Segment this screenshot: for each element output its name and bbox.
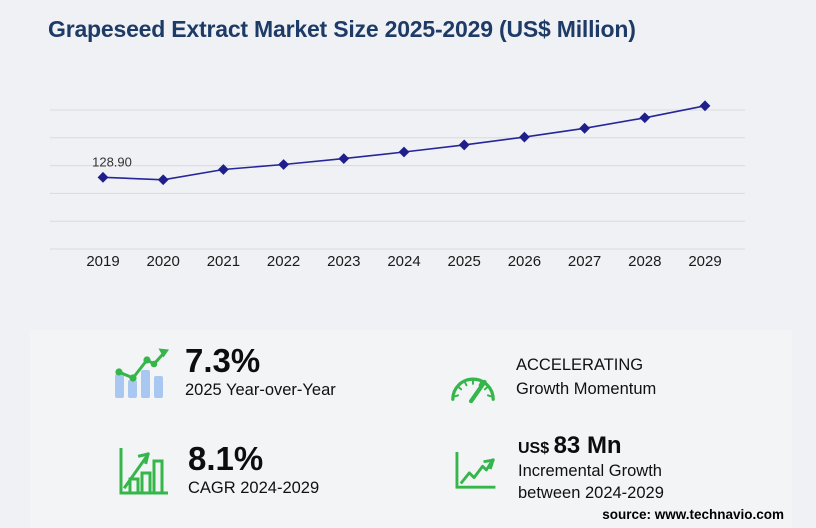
incremental-line2: between 2024-2029 <box>518 484 664 503</box>
momentum-line1: ACCELERATING <box>516 356 644 374</box>
incremental-value: 83 Mn <box>553 432 622 459</box>
yoy-value: 7.3% <box>185 342 261 379</box>
svg-text:128.90: 128.90 <box>92 154 132 169</box>
incremental-growth-icon <box>454 432 518 495</box>
svg-text:2023: 2023 <box>327 253 360 270</box>
cagr-value: 8.1% <box>188 440 264 477</box>
stat-cagr: 8.1% CAGR 2024-2029 <box>118 440 320 501</box>
source-attribution: source: www.technavio.com <box>602 507 784 522</box>
svg-text:2025: 2025 <box>448 253 481 270</box>
incremental-currency: US$ <box>518 440 550 457</box>
svg-text:2028: 2028 <box>628 253 661 270</box>
svg-text:2022: 2022 <box>267 253 300 270</box>
cagr-label: CAGR 2024-2029 <box>188 478 320 497</box>
svg-text:2029: 2029 <box>688 253 721 270</box>
svg-text:2021: 2021 <box>207 253 240 270</box>
svg-text:2024: 2024 <box>387 253 420 270</box>
svg-text:2020: 2020 <box>147 253 180 270</box>
svg-text:2026: 2026 <box>508 253 541 270</box>
stat-yoy: 7.3% 2025 Year-over-Year <box>112 342 336 405</box>
speedometer-icon <box>448 354 516 409</box>
market-size-line-chart: 128.90 2019 2020 2021 2022 2023 2024 2025 2026 20… <box>50 100 745 270</box>
svg-text:2019: 2019 <box>86 253 119 270</box>
incremental-value-line: US$ 83 Mn <box>518 432 664 460</box>
page-title: Grapeseed Extract Market Size 2025-2029 … <box>48 16 636 42</box>
momentum-line2: Growth Momentum <box>516 379 657 398</box>
stats-panel: 7.3% 2025 Year-over-Year <box>30 330 792 528</box>
cagr-chart-icon <box>118 442 188 501</box>
stat-momentum: ACCELERATING Growth Momentum <box>448 354 656 409</box>
svg-text:2027: 2027 <box>568 253 601 270</box>
yoy-label: 2025 Year-over-Year <box>185 380 336 399</box>
growth-bars-icon <box>112 344 185 405</box>
incremental-line1: Incremental Growth <box>518 462 662 480</box>
stat-incremental-growth: US$ 83 Mn Incremental Growth between 202… <box>454 432 664 505</box>
